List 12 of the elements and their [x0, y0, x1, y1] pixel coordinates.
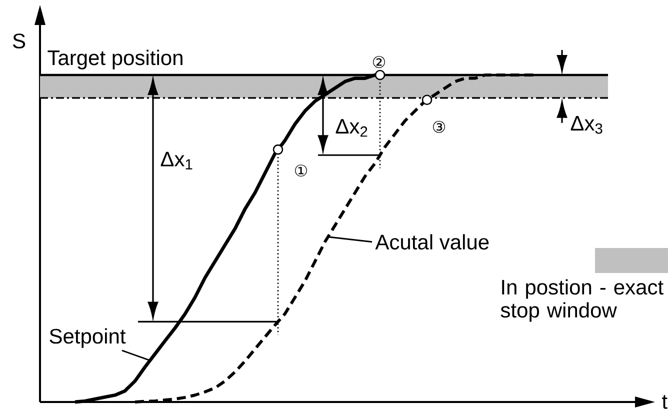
legend-label: In postion - exact stop window [500, 279, 664, 322]
annotation: Δx$_{1}$ [160, 152, 192, 170]
series-label: Acutal value [375, 234, 489, 250]
annotation: ③ [433, 120, 445, 133]
series-label: Setpoint [50, 328, 126, 348]
annotation: ① [295, 164, 307, 177]
annotation: Δx$_{2}$ [336, 119, 368, 137]
ref-line-label: Target position [48, 50, 182, 70]
y-axis-title: S [12, 34, 26, 48]
text: ② [373, 56, 385, 68]
annotation: Δx$_{3}$ [570, 116, 602, 134]
x-axis-title: t [662, 395, 668, 409]
